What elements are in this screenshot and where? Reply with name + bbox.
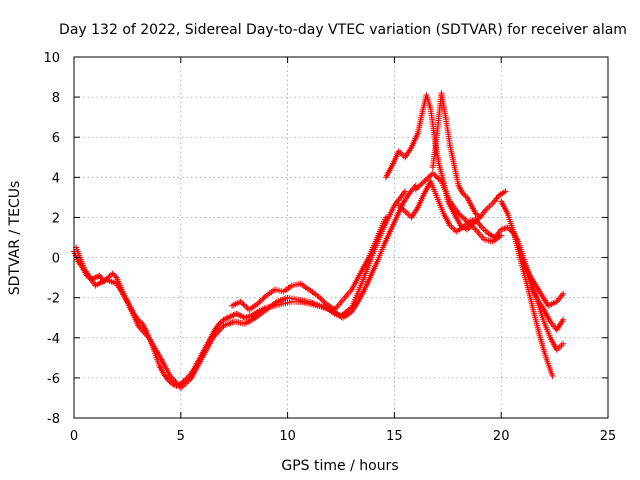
y-tick-label: -8	[47, 412, 60, 427]
y-tick-label: -6	[47, 372, 60, 387]
y-tick-label: 4	[52, 171, 60, 186]
y-tick-label: 10	[43, 51, 60, 66]
x-axis-label: GPS time / hours	[281, 458, 398, 474]
y-axis-label: SDTVAR / TECUs	[7, 181, 23, 296]
series-arc-second-peak	[429, 90, 483, 221]
series-markers	[429, 90, 483, 221]
y-tick-label: 2	[52, 211, 60, 226]
chart-title: Day 132 of 2022, Sidereal Day-to-day VTE…	[59, 22, 627, 38]
y-tick-label: -2	[47, 292, 60, 307]
series-markers	[412, 170, 505, 245]
data-points	[71, 90, 567, 391]
y-tick-label: -4	[47, 332, 60, 347]
series-arc-lower-band	[412, 170, 505, 245]
series-markers	[519, 258, 567, 309]
y-tick-label: 0	[52, 252, 60, 267]
plot-frame	[73, 56, 609, 419]
x-tick-label: 0	[70, 429, 78, 444]
y-tick-label: 6	[52, 131, 60, 146]
series-arc-upper-branch	[229, 214, 389, 313]
series-markers	[229, 214, 389, 313]
x-tick-label: 10	[279, 429, 296, 444]
series-arc-tail-c	[519, 258, 567, 309]
x-tick-label: 15	[386, 429, 403, 444]
axis-ticks: 0 5 10 15 20 25 -8 -6 -4 -2 0 2 4 6 8 10	[43, 51, 616, 444]
y-tick-label: 8	[52, 91, 60, 106]
x-tick-label: 20	[493, 429, 510, 444]
x-tick-label: 5	[177, 429, 185, 444]
x-tick-label: 25	[600, 429, 617, 444]
